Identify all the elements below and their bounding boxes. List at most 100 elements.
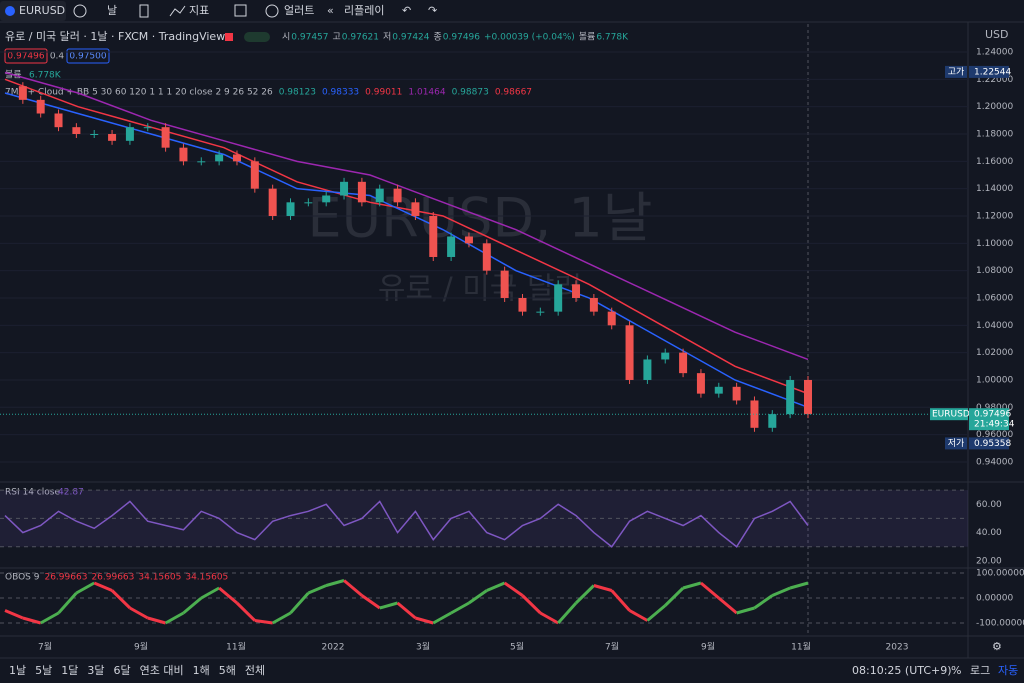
obos-segment	[254, 619, 273, 625]
obos-segment	[379, 601, 398, 610]
candle-body	[572, 284, 581, 298]
sell-box[interactable]	[4, 48, 48, 64]
candle-body	[464, 236, 473, 244]
range-button[interactable]: 5날	[35, 664, 52, 677]
chart-type[interactable]	[139, 4, 149, 18]
percent[interactable]: %	[951, 664, 961, 677]
range-button[interactable]: 1해	[193, 663, 210, 677]
y-tick-label: 0.00000	[976, 594, 1013, 604]
obos-segment	[736, 606, 755, 615]
range-button[interactable]: 전체	[245, 664, 265, 677]
ohlc-key: 저	[383, 32, 391, 43]
range-button[interactable]: 3달	[87, 664, 104, 677]
y-tick-label: 1.16000	[976, 157, 1013, 167]
replay[interactable]: 리플레이	[344, 4, 384, 17]
y-tick-label: 1.04000	[976, 321, 1013, 331]
indicator-value: 0.98667	[495, 88, 532, 98]
y-tick-label: 60.00	[976, 500, 1002, 510]
candle-body	[179, 147, 188, 162]
price-tag-value: 1.22544	[974, 67, 1011, 77]
range-button[interactable]: 1달	[61, 664, 78, 677]
candle-body	[768, 414, 777, 428]
x-tick-label: 7월	[38, 641, 52, 653]
candle-body	[90, 134, 99, 136]
candle-body	[786, 379, 795, 415]
buy-box[interactable]	[66, 48, 110, 64]
flag[interactable]	[225, 33, 233, 41]
candle-body	[197, 161, 206, 163]
candle-body	[215, 154, 224, 162]
ohlc-value: 0.97496	[443, 33, 480, 43]
candle-body	[518, 297, 527, 312]
y-tick-label: 1.00000	[976, 375, 1013, 385]
obos-segment	[307, 584, 327, 595]
obos-segment	[699, 581, 720, 600]
log[interactable]: 로그	[970, 664, 990, 677]
sell[interactable]: 0.97496	[7, 52, 44, 62]
symbol-icon	[5, 6, 15, 16]
moving-average	[4, 71, 809, 361]
y-tick-label: 40.00	[976, 528, 1002, 538]
range-button[interactable]: 5해	[219, 663, 236, 677]
obos-segment	[39, 611, 60, 625]
price-tag-label: 저가	[948, 438, 965, 449]
x-tick-label: 2022	[322, 643, 345, 653]
settings[interactable]: ⚙	[992, 640, 1002, 653]
last-tag-timer: 21:49:34	[974, 420, 1015, 430]
obos-segment	[539, 611, 559, 625]
redo[interactable]: ↷	[428, 4, 437, 17]
range-button[interactable]: 1날	[9, 664, 26, 677]
obos-segment	[593, 584, 613, 592]
obos-segment	[450, 601, 470, 615]
x-tick-label: 11월	[226, 641, 246, 653]
x-tick-label: 9월	[701, 641, 715, 653]
range-button[interactable]: 6달	[114, 664, 131, 677]
last-tag	[930, 408, 968, 421]
indicator-value: 0.98873	[452, 88, 489, 98]
auto[interactable]: 자동	[998, 664, 1018, 677]
x-tick-label: 5월	[510, 641, 524, 653]
y-tick-label: 0.94000	[976, 457, 1013, 467]
ohlc-key: 고	[333, 33, 341, 43]
currency[interactable]: USD	[985, 28, 1009, 41]
candle-body	[447, 236, 456, 257]
candle-body	[54, 113, 63, 128]
alert[interactable]: 얼러트	[284, 3, 314, 17]
candle-body	[482, 243, 491, 271]
legend-title: 유로 / 미국 달러 · 1날 · FXCM · TradingView	[5, 30, 225, 43]
range-button[interactable]: 연초 대비	[140, 664, 184, 677]
obos-segment	[503, 581, 524, 597]
obos-segment	[111, 589, 131, 610]
spread: 0.4	[50, 52, 65, 62]
symbol-button[interactable]	[0, 1, 66, 21]
candle-body	[304, 202, 313, 204]
y-tick-label: 1.18000	[976, 130, 1013, 140]
candle-body	[411, 202, 420, 216]
candle-body	[714, 386, 723, 394]
add-symbol[interactable]	[73, 4, 87, 18]
price-tag	[945, 65, 967, 78]
indicator-value: 0.99011	[365, 88, 402, 98]
change: +0.00039 (+0.04%)	[484, 33, 575, 43]
moving-average	[4, 78, 809, 395]
indicators[interactable]: 지표	[189, 4, 209, 17]
y-tick-label: -100.00000	[976, 619, 1024, 629]
layouts[interactable]	[234, 4, 247, 17]
obos-segment	[432, 611, 452, 625]
obos-segment	[129, 606, 149, 620]
candle-body	[643, 359, 652, 380]
volume-value: 6.778K	[596, 33, 629, 43]
obos-segment	[57, 592, 78, 614]
obos-segment	[574, 584, 595, 605]
buy[interactable]: 0.97500	[69, 52, 106, 62]
volume-value: 6.778K	[29, 71, 62, 81]
obos-segment	[664, 586, 685, 607]
obos-segment	[717, 596, 738, 615]
symbol[interactable]: EURUSD	[19, 4, 65, 17]
interval[interactable]: 날	[107, 4, 117, 17]
undo[interactable]: ↶	[402, 4, 411, 17]
candle-body	[375, 188, 384, 203]
candle-body	[232, 154, 241, 162]
obos-segment	[271, 611, 292, 625]
